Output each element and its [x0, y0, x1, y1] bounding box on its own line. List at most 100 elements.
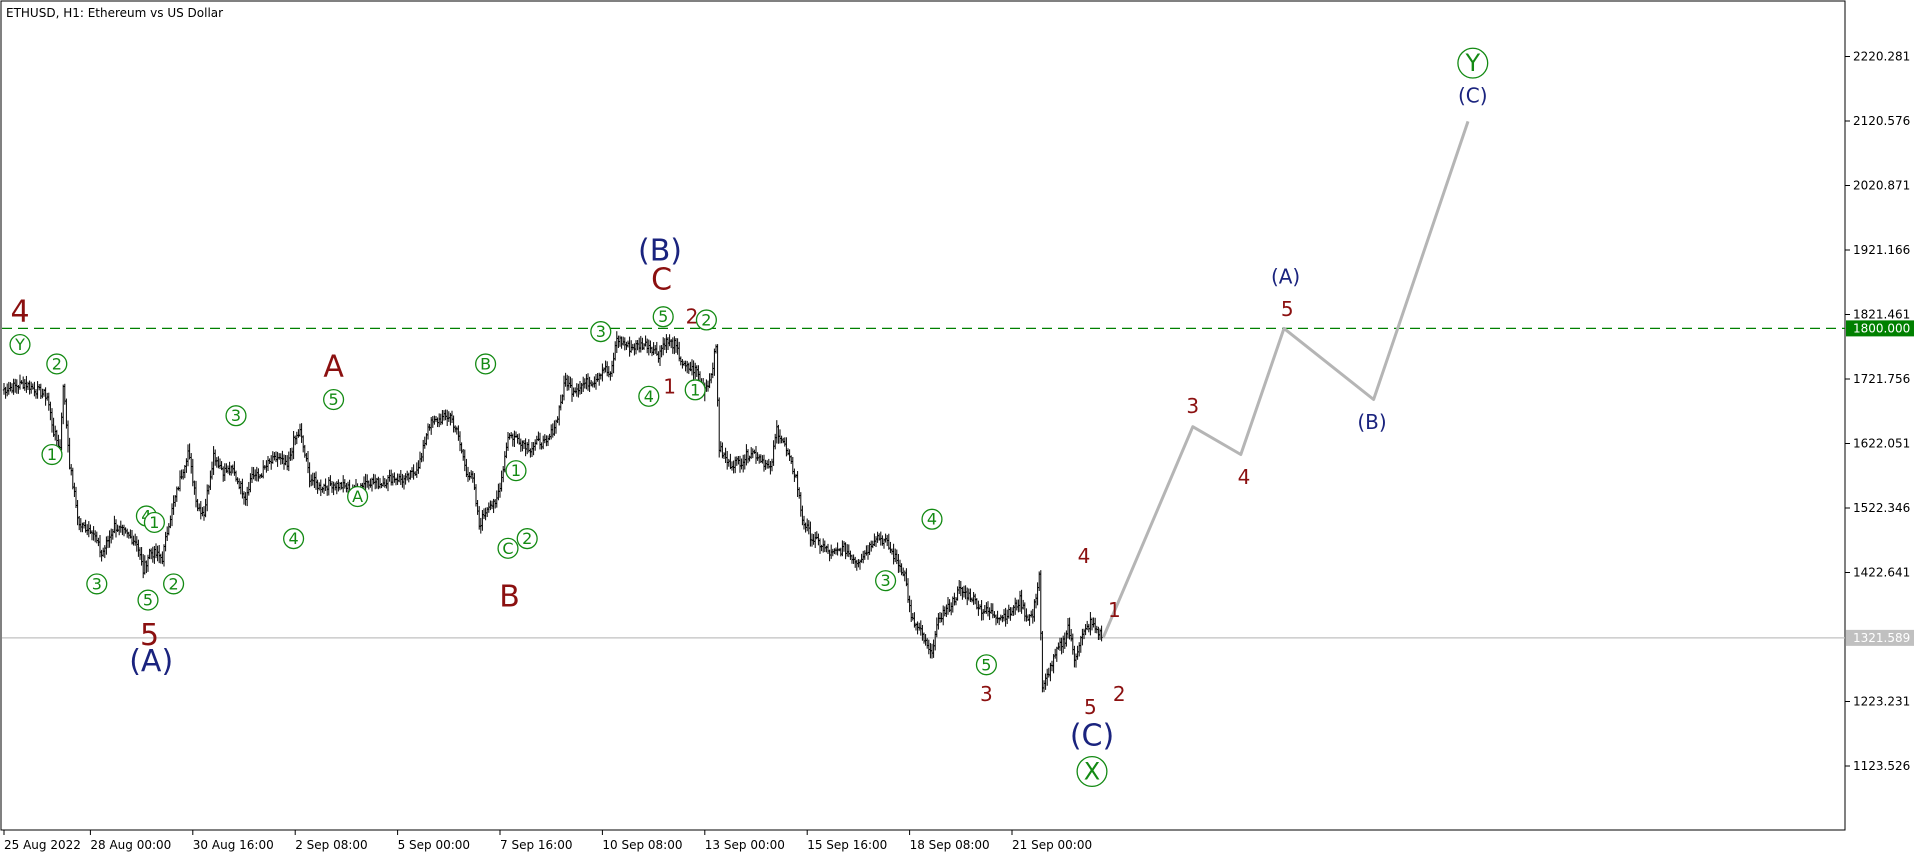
wave-label: 3 [225, 405, 247, 427]
time-axis[interactable]: 25 Aug 2022 28 Aug 00:00 30 Aug 16:00 2 Sep… [3, 830, 1092, 852]
wave-label: 2 [516, 528, 538, 550]
level-tag-box [1846, 629, 1914, 646]
wave-label-circle [347, 486, 369, 508]
wave-label: 5 [975, 654, 997, 676]
wave-label-text: 3 [1186, 394, 1199, 418]
wave-label-text: 5 [329, 390, 339, 409]
wave-label: (B) [638, 233, 682, 268]
level-price-tag: 1800.000 [1846, 320, 1914, 337]
wave-label: 5 [137, 589, 159, 611]
wave-label-text: 4 [644, 387, 654, 406]
wave-label-text: (B) [1357, 410, 1386, 434]
wave-label-text: 5 [1281, 297, 1294, 321]
wave-label: X [1076, 755, 1108, 788]
time-tick-label: 28 Aug 00:00 [90, 838, 171, 852]
wave-label-circle [283, 528, 305, 550]
wave-label-text: 2 [686, 305, 699, 329]
wave-label-circle [516, 528, 538, 550]
time-tick-label: 15 Sep 16:00 [807, 838, 887, 852]
wave-label: C [651, 262, 672, 297]
wave-label-circle [41, 443, 63, 466]
wave-label: 4 [283, 528, 305, 550]
price-tick: 2120.576 [1845, 114, 1910, 128]
wave-label-text: (C) [1070, 718, 1114, 753]
wave-label: 4 [10, 295, 29, 330]
wave-label: 2 [686, 305, 699, 329]
wave-label-text: A [352, 487, 363, 506]
wave-label-circle [9, 333, 31, 356]
price-tick-label: 1921.166 [1853, 243, 1910, 257]
time-tick-label: 30 Aug 16:00 [193, 838, 274, 852]
time-tick: 18 Sep 08:00 [909, 830, 990, 852]
price-tick-label: 1821.461 [1853, 308, 1910, 322]
price-tick-label: 1422.641 [1853, 566, 1910, 580]
price-bars [2, 331, 1103, 693]
wave-label-text: 4 [10, 295, 29, 330]
wave-label-circle [143, 511, 165, 534]
wave-label-text: Y [14, 335, 25, 354]
wave-label-circle [975, 654, 997, 676]
wave-label-text: 3 [231, 406, 241, 425]
wave-label-circle [86, 573, 108, 595]
plot-frame [0, 0, 1846, 831]
price-tick-label: 1223.231 [1853, 695, 1910, 709]
wave-label-text: (C) [1458, 83, 1488, 107]
time-tick-label: 25 Aug 2022 [4, 838, 81, 852]
wave-label-text: 2 [52, 354, 62, 373]
wave-label: (C) [1070, 718, 1114, 753]
wave-label: 3 [590, 321, 612, 343]
wave-label-circle [921, 508, 943, 530]
wave-label-text: Y [1464, 49, 1480, 77]
wave-label: 4 [638, 385, 660, 407]
price-tick: 1821.461 [1845, 308, 1910, 322]
wave-label: 1 [41, 443, 63, 466]
wave-label: 2 [46, 353, 68, 375]
price-tick-label: 2020.871 [1853, 179, 1910, 193]
time-tick: 10 Sep 08:00 [601, 830, 683, 852]
wave-label-text: (B) [638, 233, 682, 268]
price-tick: 1123.526 [1845, 759, 1910, 773]
time-tick: 5 Sep 00:00 [397, 830, 470, 852]
wave-label-text: 3 [881, 571, 891, 590]
time-tick-label: 2 Sep 08:00 [295, 838, 367, 852]
wave-label: 5 [140, 618, 159, 653]
wave-label: 1 [505, 460, 527, 482]
wave-label: (A) [1271, 265, 1300, 289]
wave-label: 4 [1078, 544, 1091, 568]
wave-label-circle [695, 309, 717, 331]
price-axis[interactable]: 2220.281 2120.576 2020.871 1921.166 1821.461… [1845, 50, 1914, 774]
wave-label-text: A [323, 350, 344, 385]
wave-label-circle [475, 353, 497, 375]
wave-label: Y [9, 333, 31, 356]
wave-label-text: C [502, 539, 513, 558]
time-tick-label: 10 Sep 08:00 [602, 838, 682, 852]
wave-label: 1 [1108, 598, 1121, 622]
wave-label-circle [1457, 47, 1489, 79]
wave-label-circle [638, 385, 660, 407]
wave-label: 4 [921, 508, 943, 530]
wave-label: A [347, 486, 369, 508]
wave-label-circle [505, 460, 527, 482]
wave-label-text: 2 [169, 574, 179, 593]
wave-label-circle [652, 306, 674, 328]
wave-label-text: B [480, 354, 491, 373]
wave-label-text: 3 [596, 322, 606, 341]
time-tick: 25 Aug 2022 [3, 830, 81, 852]
wave-label-text: 5 [658, 307, 668, 326]
time-tick-label: 13 Sep 00:00 [705, 838, 785, 852]
wave-label: Y [1457, 47, 1489, 79]
price-tick-label: 2120.576 [1853, 114, 1910, 128]
wave-label: 3 [1186, 394, 1199, 418]
wave-label-text: 2 [701, 310, 711, 329]
time-tick: 28 Aug 00:00 [89, 830, 171, 852]
wave-label: A [323, 350, 344, 385]
wave-label: 1 [663, 375, 676, 399]
time-tick: 21 Sep 00:00 [1011, 830, 1092, 852]
wave-label: 3 [86, 573, 108, 595]
price-tick-label: 1721.756 [1853, 372, 1910, 386]
wave-label: 1 [143, 511, 165, 534]
price-tick: 1721.756 [1845, 372, 1910, 386]
chart-title: ETHUSD, H1: Ethereum vs US Dollar [6, 6, 223, 20]
price-tick-label: 1123.526 [1853, 759, 1910, 773]
